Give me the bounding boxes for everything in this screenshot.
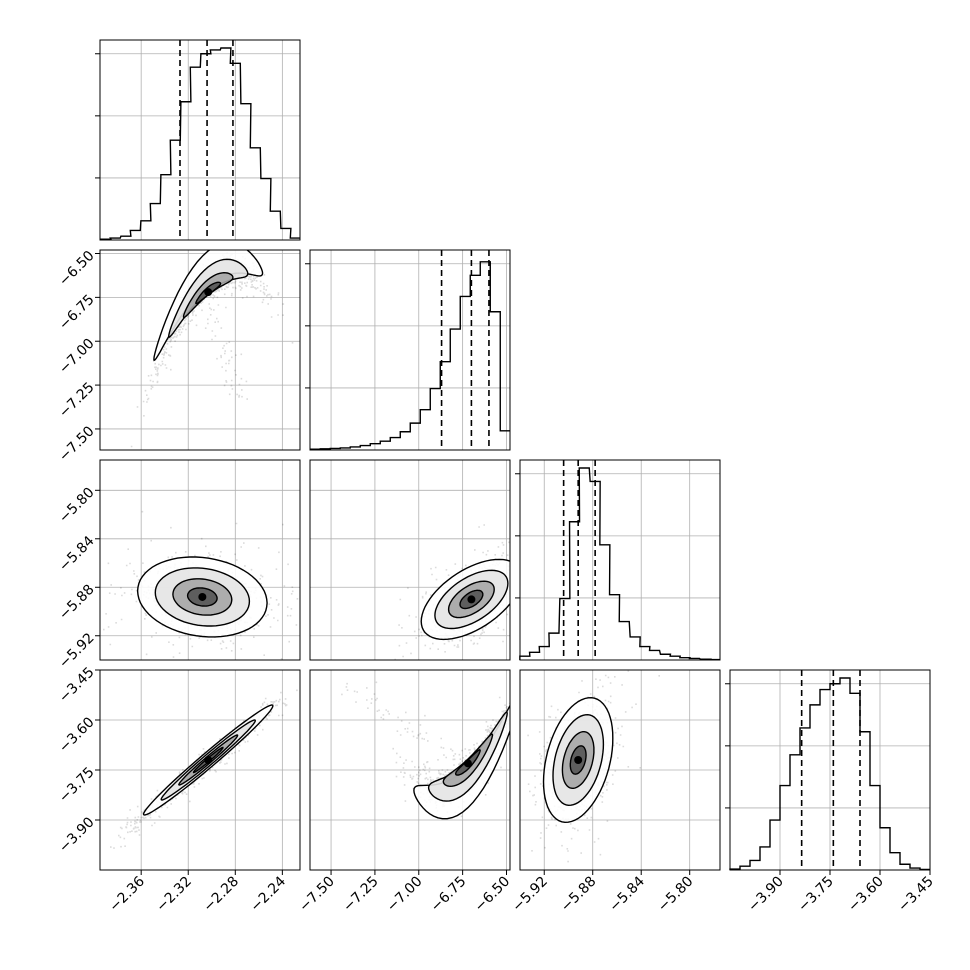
panel-frame: [99, 39, 301, 241]
x-tick-label-3-3: −3.45: [895, 874, 937, 916]
pair-panel-0-2: [99, 459, 301, 661]
panel-content: [110, 689, 298, 849]
x-tick-label-1-2: −7.00: [384, 874, 426, 916]
panel-content: [394, 524, 510, 660]
density-peak: [204, 756, 213, 764]
panel-content: [341, 681, 510, 820]
panel-frame: [309, 669, 511, 871]
hist-panel-1: [305, 249, 511, 451]
histogram-param-1: [309, 261, 511, 450]
y-tick-label-1-1: −7.25: [56, 379, 98, 421]
histogram-param-0: [100, 47, 301, 240]
pair-panel-0-1: [99, 249, 301, 451]
x-tick-label-2-3: −5.80: [655, 874, 697, 916]
scatter-points: [130, 250, 294, 448]
y-tick-label-3-0: −3.90: [56, 814, 98, 856]
y-tick-label-2-1: −5.88: [56, 582, 98, 624]
pair-panel-2-3: [519, 669, 721, 871]
hist-panel-0: [95, 39, 301, 241]
panel-bg: [520, 460, 720, 660]
panel-content: [130, 250, 294, 448]
panel-frame: [519, 669, 721, 871]
panel-bg: [310, 250, 510, 450]
x-tick-label-2-1: −5.88: [558, 874, 600, 916]
x-tick-label-1-4: −6.50: [472, 874, 514, 916]
x-tick-label-3-1: −3.75: [795, 874, 837, 916]
x-tick-label-2-0: −5.92: [509, 874, 551, 916]
panel-frame: [519, 459, 721, 661]
pair-panel-1-3: [309, 669, 511, 871]
panel-frame: [309, 249, 511, 451]
x-tick-label-1-3: −6.75: [428, 874, 470, 916]
density-peak: [467, 595, 476, 604]
density-peak: [198, 592, 207, 601]
y-tick-label-2-2: −5.84: [56, 533, 98, 575]
x-tick-label-0-1: −2.32: [153, 874, 195, 916]
y-tick-label-1-4: −6.50: [56, 248, 98, 290]
x-tick-label-0-2: −2.28: [200, 874, 242, 916]
y-tick-label-3-3: −3.45: [56, 664, 98, 706]
histogram-param-3: [729, 677, 930, 871]
panel-content: [527, 670, 660, 863]
panel-frame: [99, 459, 301, 661]
histogram-param-2: [519, 467, 721, 661]
y-tick-label-2-0: −5.92: [56, 630, 98, 672]
density-peak: [204, 288, 213, 297]
panel-content: [103, 510, 299, 660]
x-tick-label-1-1: −7.25: [340, 874, 382, 916]
y-tick-label-1-0: −7.50: [56, 423, 98, 465]
x-tick-label-0-3: −2.24: [248, 873, 290, 915]
hist-panel-2: [515, 459, 721, 661]
density-peak: [463, 759, 472, 768]
density-peak: [574, 756, 583, 764]
y-tick-label-3-2: −3.60: [56, 714, 98, 756]
panel-frame: [99, 249, 301, 451]
pair-panel-1-2: [309, 459, 511, 661]
x-tick-label-3-0: −3.90: [745, 874, 787, 916]
x-tick-label-2-2: −5.84: [606, 873, 648, 915]
panel-bg: [100, 40, 300, 240]
x-tick-label-3-2: −3.60: [845, 874, 887, 916]
hist-panel-3: [725, 669, 931, 871]
x-tick-label-0-0: −2.36: [106, 873, 148, 915]
pair-panel-0-3: [99, 669, 301, 871]
y-tick-label-1-2: −7.00: [56, 336, 98, 378]
x-tick-label-1-0: −7.50: [296, 874, 338, 916]
y-tick-label-2-3: −5.80: [56, 485, 98, 527]
y-tick-label-1-3: −6.75: [56, 292, 98, 334]
y-tick-label-3-1: −3.75: [56, 764, 98, 806]
panel-frame: [309, 459, 511, 661]
